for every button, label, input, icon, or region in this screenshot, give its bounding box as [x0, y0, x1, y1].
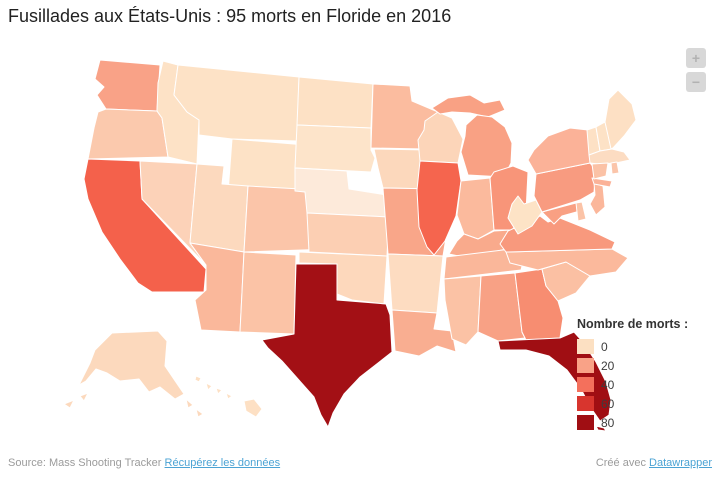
- state-FL[interactable]: [497, 331, 612, 422]
- legend-swatch-40: [577, 377, 594, 392]
- legend-label-0: 0: [601, 339, 608, 354]
- legend-item: 20: [577, 356, 688, 375]
- legend-label-20: 20: [601, 358, 615, 373]
- state-SD[interactable]: [294, 124, 376, 173]
- footer: Source: Mass Shooting Tracker Récupérez …: [8, 457, 712, 469]
- legend-item: 80: [577, 413, 688, 432]
- state-AK[interactable]: [78, 330, 185, 400]
- state-NM[interactable]: [239, 251, 297, 335]
- state-OK[interactable]: [298, 251, 388, 305]
- state-IN[interactable]: [456, 177, 495, 240]
- footer-source: Source: Mass Shooting Tracker Récupérez …: [8, 457, 280, 469]
- state-HI-kauai[interactable]: [194, 375, 202, 383]
- state-HI-molokai[interactable]: [215, 387, 223, 395]
- credit-text: Créé avec: [595, 457, 646, 469]
- state-AR[interactable]: [387, 253, 444, 314]
- state-OR[interactable]: [87, 108, 169, 160]
- legend-label-60: 60: [601, 396, 615, 411]
- legend-item: 0: [577, 337, 688, 356]
- state-NY-long-island[interactable]: [591, 177, 613, 188]
- state-HI-oahu[interactable]: [205, 382, 213, 391]
- legend-title: Nombre de morts :: [577, 317, 689, 331]
- legend-label-80: 80: [601, 415, 615, 430]
- state-LA[interactable]: [391, 309, 457, 357]
- get-data-link[interactable]: Récupérez les données: [164, 457, 281, 469]
- state-NC[interactable]: [505, 248, 629, 277]
- state-HI-maui[interactable]: [225, 392, 233, 400]
- map-zoom-controls: + −: [686, 48, 706, 92]
- state-MI-lower[interactable]: [460, 114, 513, 178]
- state-RI[interactable]: [610, 161, 620, 175]
- legend-label-40: 40: [601, 377, 615, 392]
- state-NE[interactable]: [294, 167, 394, 218]
- state-KS[interactable]: [306, 212, 390, 257]
- state-AK-aleutian-2[interactable]: [79, 392, 89, 402]
- state-MA[interactable]: [588, 148, 631, 165]
- state-ME[interactable]: [604, 89, 637, 150]
- state-IL[interactable]: [416, 160, 462, 256]
- zoom-in-button[interactable]: +: [686, 48, 706, 68]
- state-AK-panhandle-2[interactable]: [195, 408, 204, 418]
- legend-item: 40: [577, 375, 688, 394]
- state-FL-keys[interactable]: [595, 425, 607, 432]
- legend-swatch-20: [577, 358, 594, 373]
- state-AK-aleutian-1[interactable]: [63, 399, 75, 409]
- footer-credit: Créé avec Datawrapper: [596, 457, 712, 469]
- state-TN[interactable]: [443, 246, 528, 280]
- source-text: Source: Mass Shooting Tracker: [8, 457, 162, 469]
- page-title: Fusillades aux États-Unis : 95 morts en …: [8, 6, 452, 26]
- legend-item: 60: [577, 394, 688, 413]
- zoom-out-button[interactable]: −: [686, 72, 706, 92]
- legend-swatch-60: [577, 396, 594, 411]
- state-HI-big-island[interactable]: [243, 398, 263, 418]
- map-legend: Nombre de morts : 0 20 40 60 80: [577, 317, 688, 432]
- state-PA[interactable]: [533, 162, 597, 213]
- state-MI-upper[interactable]: [431, 94, 506, 118]
- legend-swatch-0: [577, 339, 594, 354]
- state-ND[interactable]: [296, 76, 374, 129]
- state-TX[interactable]: [261, 263, 393, 428]
- legend-swatch-80: [577, 415, 594, 430]
- state-DE[interactable]: [575, 201, 587, 222]
- state-WA[interactable]: [94, 59, 161, 112]
- state-CT[interactable]: [591, 162, 609, 180]
- state-AK-panhandle-1[interactable]: [185, 398, 194, 409]
- datawrapper-link[interactable]: Datawrapper: [649, 457, 712, 469]
